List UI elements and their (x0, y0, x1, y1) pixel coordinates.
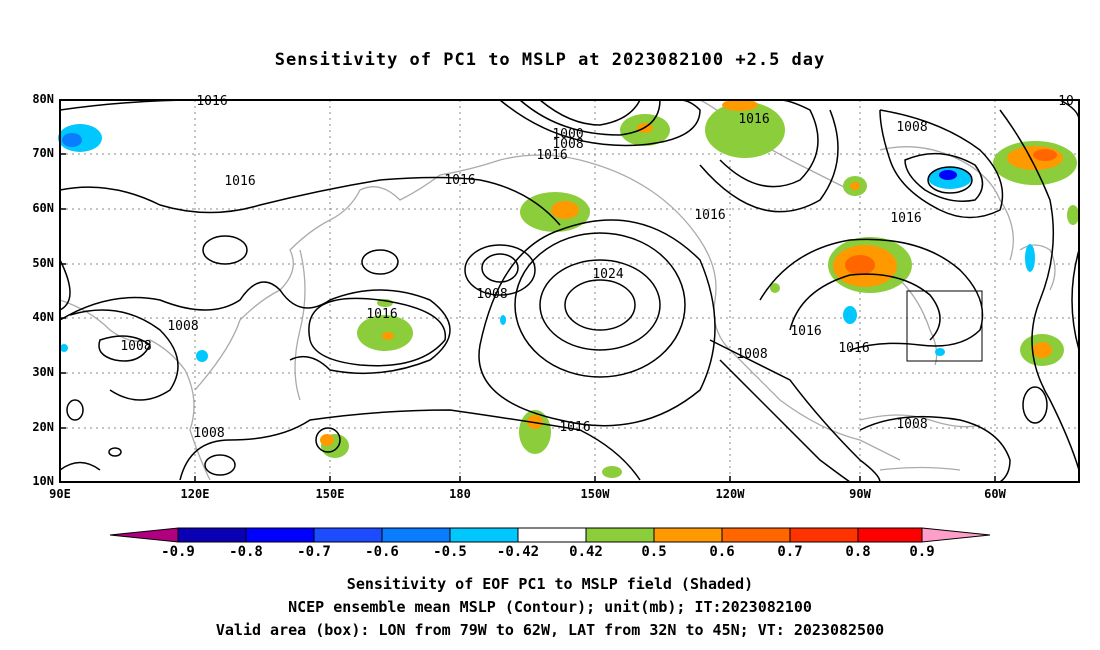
contour-label: 1016 (196, 94, 227, 109)
colorbar-label: 0.7 (777, 544, 803, 560)
colorbar-label: -0.8 (229, 544, 263, 560)
colorbar-swatch (585, 527, 655, 543)
lat-label: 50N (32, 256, 54, 270)
contour-label: 1008 (552, 137, 583, 152)
colorbar-swatch (653, 527, 723, 543)
colorbar-label: 0.6 (709, 544, 735, 560)
lat-label: 60N (32, 201, 54, 215)
colorbar-label: -0.9 (161, 544, 195, 560)
colorbar-label: 0.5 (641, 544, 667, 560)
colorbar-label: 0.8 (845, 544, 871, 560)
colorbar-swatch (109, 527, 179, 543)
lon-label: 90E (49, 487, 71, 501)
caption-contour: NCEP ensemble mean MSLP (Contour); unit(… (288, 598, 812, 616)
colorbar-swatch (449, 527, 519, 543)
colorbar-label: 0.42 (569, 544, 603, 560)
mslp-contours (59, 99, 1080, 483)
colorbar-swatch (517, 527, 587, 543)
contour-label: 1016 (738, 112, 769, 127)
lat-label: 30N (32, 365, 54, 379)
contour-label: 1008 (167, 319, 198, 334)
contour-label: 1016 (838, 341, 869, 356)
colorbar-swatch (381, 527, 451, 543)
contour-label: 1016 (366, 307, 397, 322)
contour-label: 1016 (890, 211, 921, 226)
contour-label: 1016 (790, 324, 821, 339)
lat-label: 20N (32, 420, 54, 434)
caption-shaded: Sensitivity of EOF PC1 to MSLP field (Sh… (346, 575, 754, 593)
colorbar-label: 0.9 (909, 544, 935, 560)
valid-area-box (906, 290, 983, 362)
map-frame (59, 99, 1080, 483)
lon-label: 150E (315, 487, 345, 501)
contour-labels: 1016 1000 1008 1016 1016 1008 1016 1016 … (120, 94, 1074, 441)
lon-label: 90W (849, 487, 871, 501)
contour-label: 1008 (896, 417, 927, 432)
colorbar-swatch (789, 527, 859, 543)
caption-valid-area: Valid area (box): LON from 79W to 62W, L… (215, 621, 885, 639)
colorbar-swatch (177, 527, 247, 543)
contour-label: 1008 (896, 120, 927, 135)
contour-label: 1016 (536, 148, 567, 163)
contour-label: 1000 (552, 127, 583, 142)
contour-label: 1016 (559, 420, 590, 435)
colorbar-swatch (721, 527, 791, 543)
contour-label: 1008 (736, 347, 767, 362)
colorbar-label: -0.42 (496, 544, 540, 560)
lat-label: 70N (32, 146, 54, 160)
colorbar-swatch (313, 527, 383, 543)
contour-label: 1016 (694, 208, 725, 223)
contour-label: 1008 (476, 287, 507, 302)
contour-label: 1016 (444, 173, 475, 188)
colorbar-swatch (857, 527, 923, 543)
lon-label: 120W (715, 487, 745, 501)
contour-label: 1024 (592, 267, 623, 282)
axis-ticks (60, 99, 996, 482)
colorbar-label: -0.5 (433, 544, 467, 560)
contour-label: 1008 (193, 426, 224, 441)
contour-label: 1008 (120, 339, 151, 354)
lon-label: 60W (984, 487, 1006, 501)
colorbar-label: -0.7 (297, 544, 331, 560)
chart-title: Sensitivity of PC1 to MSLP at 2023082100… (274, 50, 826, 70)
colorbar-swatch (245, 527, 315, 543)
colorbar-swatch (921, 527, 991, 543)
lon-label: 150W (580, 487, 610, 501)
lat-label: 80N (32, 92, 54, 106)
lat-label: 40N (32, 310, 54, 324)
lat-label: 10N (32, 474, 54, 488)
lon-label: 120E (180, 487, 210, 501)
colorbar-label: -0.6 (365, 544, 399, 560)
contour-label: 1016 (224, 174, 255, 189)
contour-label: 10 (1058, 94, 1074, 109)
lon-label: 180 (449, 487, 471, 501)
colorbar (109, 527, 991, 543)
